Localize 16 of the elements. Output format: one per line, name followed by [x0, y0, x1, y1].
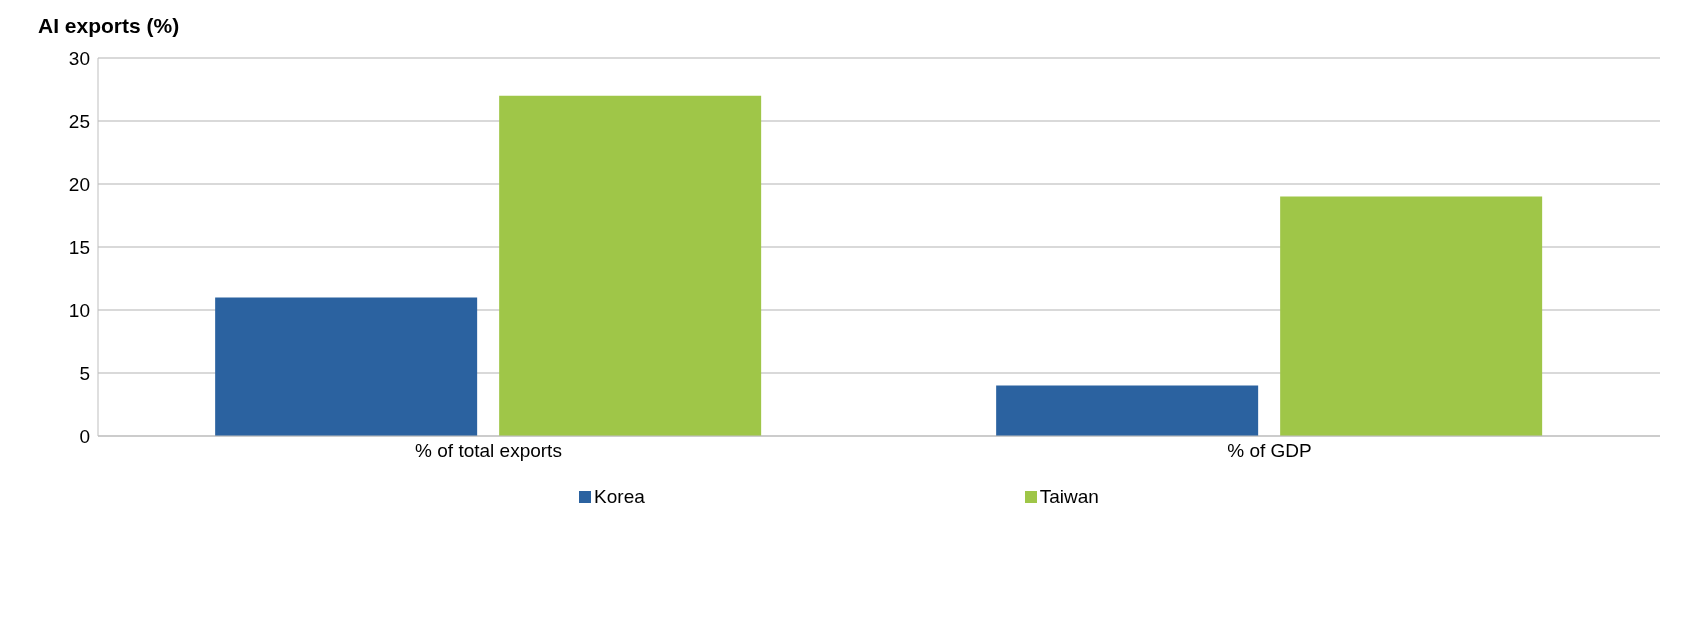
y-tick-label: 30 — [68, 47, 90, 69]
chart-title: AI exports (%) — [38, 14, 181, 38]
bar — [499, 95, 762, 436]
x-tick-label: % of GDP — [1227, 440, 1312, 462]
x-tick-label: % of total exports — [415, 440, 562, 462]
y-tick-label: 10 — [68, 299, 90, 321]
bar — [1280, 196, 1543, 436]
y-tick-label: 5 — [79, 362, 90, 384]
legend-label: Korea — [593, 486, 645, 508]
y-tick-label: 25 — [68, 110, 90, 132]
y-tick-label: 20 — [68, 173, 90, 195]
y-tick-label: 0 — [79, 425, 90, 447]
bar — [996, 385, 1259, 436]
legend-label: Taiwan — [1038, 486, 1099, 508]
bar — [215, 297, 478, 436]
y-tick-label: 15 — [68, 236, 90, 258]
